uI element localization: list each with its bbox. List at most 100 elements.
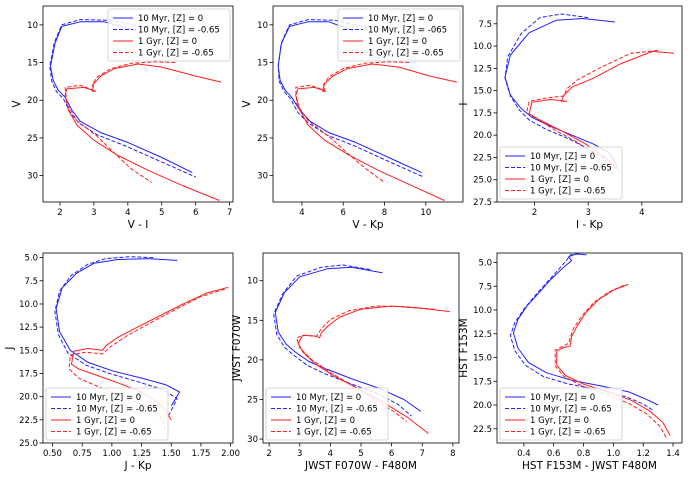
x-tick-label: 3 [91, 208, 96, 218]
y-tick-label: 20 [247, 356, 258, 366]
legend-label-3: 1 Gyr, [Z] = 0 [76, 416, 135, 426]
legend-label-4: 1 Gyr, [Z] = -0.65 [138, 49, 214, 59]
series-line-3 [64, 63, 222, 201]
y-tick-label: 15.0 [19, 346, 38, 356]
y-tick-label: 7.5 [478, 20, 492, 30]
x-axis-label: V - Kp [352, 219, 384, 231]
x-tick-label: 1.00 [102, 449, 121, 459]
y-tick-label: 17.5 [473, 109, 492, 119]
legend: 10 Myr, [Z] = 0 10 Myr, [Z] = -0.651 Gyr,… [265, 387, 389, 441]
y-tick-label: 15.0 [473, 354, 492, 364]
y-tick-label: 25.0 [473, 176, 492, 186]
x-tick-label: 3 [297, 449, 302, 459]
plot-frame [496, 5, 683, 203]
y-tick-label: 20.0 [19, 393, 38, 403]
legend-label-2: 10 Myr, [Z] = -0.65 [530, 164, 612, 174]
series-group [504, 13, 675, 174]
legend: 10 Myr, [Z] = 010 Myr, [Z] = -0.651 Gyr,… [45, 387, 169, 441]
legend-label-2: 10 Myr, [Z] = -0.65 [530, 405, 612, 415]
x-tick-label: 5 [358, 449, 363, 459]
x-tick-label: 2 [57, 208, 62, 218]
series-line-4 [295, 61, 410, 183]
legend-label-1: 10 Myr, [Z] = 0 [76, 393, 141, 403]
y-tick-label: 10.0 [19, 300, 38, 310]
y-tick-label: 25 [247, 395, 258, 405]
y-tick-label: 12.5 [473, 64, 492, 74]
y-tick-label: 25.0 [19, 439, 38, 449]
legend-label-1: 10 Myr, [Z] = 0 [368, 14, 433, 24]
x-tick-label: 2.00 [221, 449, 240, 459]
series-line-1 [50, 21, 193, 174]
y-tick-label: 20 [257, 96, 268, 106]
series-line-2 [277, 19, 425, 178]
x-tick-label: 1.2 [636, 449, 650, 459]
x-tick-label: 1.25 [132, 449, 151, 459]
series-line-4 [554, 284, 668, 440]
y-tick-label: 15 [27, 59, 38, 69]
y-tick-label: 22.5 [19, 416, 38, 426]
legend-label-2: 10 Myr, [Z] = -0.65 [76, 405, 158, 415]
legend: 10 Myr, [Z] = 010 Myr, [Z] = -0.651 Gyr,… [499, 387, 623, 441]
chart-panel-3: 2 3 4 7.5 10.0 12.5 15.0 17.5 20.0 22.5 25.0 27.5 I … [458, 5, 683, 231]
series-line-3 [528, 50, 675, 173]
plot-frame [42, 252, 234, 444]
x-tick-label: 2 [266, 449, 271, 459]
legend: 10 Myr, [Z] = 010 Myr, [Z] = -0.651 Gyr,… [499, 146, 623, 200]
y-tick-label: 30 [257, 172, 268, 182]
x-tick-label: 8 [450, 449, 455, 459]
y-axis-label: J [4, 346, 16, 350]
y-tick-label: 17.5 [19, 369, 38, 379]
y-tick-label: 15 [247, 316, 258, 326]
legend-label-4: 1 Gyr, [Z] = -0.65 [368, 49, 444, 59]
legend-box [45, 387, 169, 441]
x-tick-label: 0.50 [43, 449, 62, 459]
series-line-1 [512, 253, 659, 406]
y-tick-label: 22.5 [473, 425, 492, 435]
x-tick-label: 1.0 [607, 449, 621, 459]
chart-panel-5: 2 3 4 5 6 7 8 10 15 20 25 30 JWST F070W - F480M JWST … [231, 252, 460, 472]
x-tick-label: 0.8 [577, 449, 591, 459]
legend-label-2: 10 Myr, [Z] = -0.65 [296, 405, 378, 415]
series-line-1 [277, 21, 422, 174]
plot-frame [42, 5, 234, 203]
y-tick-label: 10.0 [473, 42, 492, 52]
legend-label-3: 1 Gyr, [Z] = 0 [296, 416, 355, 426]
legend-label-4: 1 Gyr, [Z] = -0.65 [76, 428, 152, 438]
chart-panel-6: 0.4 0.6 0.8 1.0 1.2 1.4 5.0 7.5 10.0 12.5 15.0 17.5… [458, 252, 683, 472]
x-tick-label: 8 [382, 208, 387, 218]
series-line-2 [509, 253, 654, 412]
x-axis-label: JWST F070W - F480M [304, 460, 417, 472]
plot-frame [496, 252, 683, 444]
x-tick-label: 6 [193, 208, 198, 218]
y-axis-label: HST F153M [458, 318, 470, 377]
legend-box [107, 8, 231, 62]
x-tick-label: 3 [585, 208, 590, 218]
x-axis-label: HST F153M - JWST F480M [522, 460, 657, 472]
x-tick-label: 2 [532, 208, 537, 218]
legend-label-4: 1 Gyr, [Z] = -0.65 [530, 187, 606, 197]
series-line-3 [71, 286, 229, 421]
y-tick-label: 15 [257, 59, 268, 69]
series-line-1 [504, 18, 619, 168]
y-tick-label: 30 [247, 435, 258, 445]
chart-panel-4: 0.50 0.75 1.00 1.25 1.50 1.75 2.00 5.0 7.5 10.0 12… [4, 252, 240, 472]
x-tick-label: 4 [125, 208, 130, 218]
x-tick-label: 6 [341, 208, 346, 218]
x-tick-label: 0.4 [517, 449, 531, 459]
legend: 10 Myr, [Z] = 010 Myr, [Z] = -0.651 Gyr,… [107, 8, 231, 62]
y-axis-label: I [458, 102, 470, 105]
x-axis-label: I - Kp [576, 219, 603, 231]
series-line-1 [55, 258, 181, 407]
x-tick-label: 1.50 [162, 449, 181, 459]
x-tick-label: 4 [639, 208, 644, 218]
y-tick-label: 25 [257, 134, 268, 144]
legend-label-3: 1 Gyr, [Z] = 0 [138, 37, 197, 47]
series-line-1 [274, 266, 421, 412]
series-group [277, 19, 457, 201]
legend-label-3: 1 Gyr, [Z] = 0 [530, 175, 589, 185]
y-tick-label: 10.0 [473, 306, 492, 316]
series-line-3 [556, 283, 671, 436]
legend-label-1: 10 Myr, [Z] = 0 [296, 393, 361, 403]
